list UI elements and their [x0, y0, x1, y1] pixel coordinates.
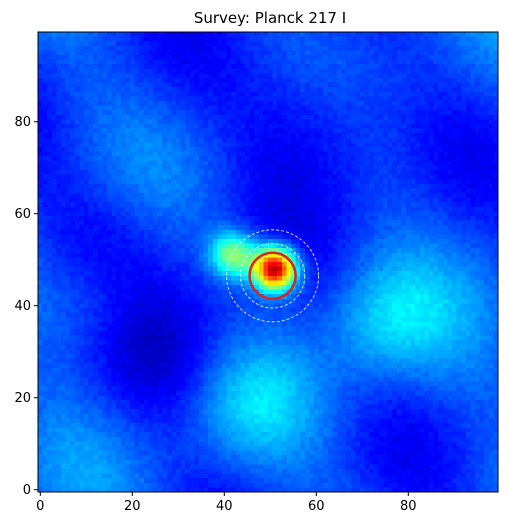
x-tick-label: 60 [308, 499, 325, 514]
y-tick-label: 20 [14, 391, 31, 406]
annulus-outer-circle [226, 229, 320, 323]
y-tick-label: 80 [14, 115, 31, 130]
y-tick-label: 0 [23, 483, 31, 498]
y-tick-label: 60 [14, 207, 31, 222]
x-tick-label: 20 [124, 499, 141, 514]
y-tick-label: 40 [14, 299, 31, 314]
x-axis: 0 20 40 60 80 [36, 492, 417, 514]
annulus-inner-circle [240, 243, 306, 309]
heatmap-image [38, 32, 498, 492]
aperture-overlays [226, 229, 320, 323]
x-tick-label: 40 [216, 499, 233, 514]
plot-area [37, 31, 499, 493]
x-tick-label: 80 [400, 499, 417, 514]
axes-frame [37, 31, 499, 493]
chart-title: Survey: Planck 217 I [194, 9, 346, 27]
y-axis: 0 20 40 60 80 [14, 115, 38, 498]
x-tick-label: 0 [36, 499, 44, 514]
aperture-circle [248, 251, 297, 301]
